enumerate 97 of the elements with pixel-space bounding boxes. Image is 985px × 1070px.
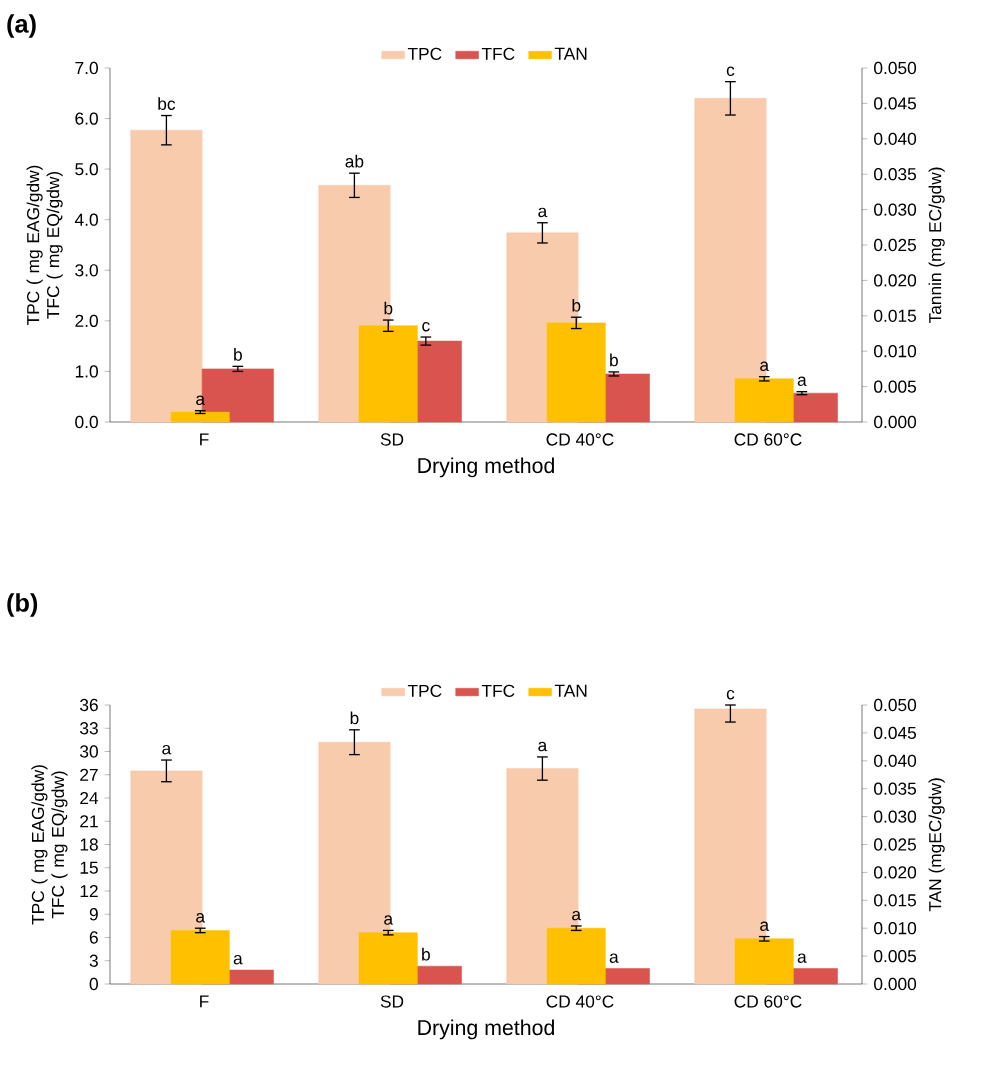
data-label: b — [422, 947, 430, 961]
y-tick-label: 36 — [80, 698, 98, 712]
data-label: a — [538, 741, 548, 752]
chart-title: (a) — [7, 14, 36, 38]
data-label: a — [162, 744, 172, 755]
data-label: a — [384, 915, 394, 925]
legend-label: TFC — [481, 684, 515, 697]
y-tick-label: 2.0 — [75, 314, 98, 327]
y2-tick-label: 0.020 — [874, 274, 917, 287]
y-tick-label: 0 — [89, 977, 98, 991]
y2-axis-title: Tannin (mg EC/gdw) — [928, 167, 945, 324]
y-tick-label: 18 — [80, 838, 98, 851]
y2-tick-label: 0.010 — [874, 922, 917, 935]
y2-tick-label: 0.010 — [874, 345, 917, 358]
bar — [170, 411, 230, 423]
y-tick-label: 3.0 — [75, 264, 98, 277]
data-label: a — [760, 921, 770, 931]
legend-label: TFC — [481, 47, 515, 60]
data-label: ab — [345, 154, 364, 168]
y-tick-label: 1.0 — [75, 365, 98, 378]
y2-tick-label: 0.020 — [874, 866, 917, 879]
y-tick-label: 33 — [80, 722, 98, 735]
x-tick-label: CD 40°C — [546, 433, 614, 446]
x-tick-label: SD — [380, 433, 404, 446]
y-tick-label: 5.0 — [75, 163, 98, 176]
y2-tick-label: 0.050 — [874, 698, 917, 712]
y2-tick-label: 0.000 — [874, 415, 917, 429]
y-tick-label: 30 — [80, 745, 98, 758]
y-tick-label: 3 — [89, 954, 98, 967]
y2-tick-label: 0.025 — [874, 238, 917, 252]
x-tick-label: CD 60°C — [734, 995, 802, 1008]
y2-tick-label: 0.045 — [874, 97, 917, 110]
y2-tick-label: 0.035 — [874, 782, 917, 795]
y-tick-label: 12 — [80, 884, 98, 898]
legend-label: TPC — [407, 684, 442, 697]
bar — [694, 98, 767, 423]
y-tick-label: 21 — [80, 815, 98, 828]
data-label: b — [384, 301, 393, 315]
y-axis-title: TPC ( mg EAG/gdw) TFC ( mg EQ/gdw) — [31, 765, 68, 925]
data-label: b — [234, 348, 242, 361]
y2-tick-label: 0.015 — [874, 309, 917, 322]
y-tick-label: 6 — [89, 931, 98, 944]
y2-tick-label: 0.030 — [874, 203, 917, 216]
y-tick-label: 24 — [80, 791, 99, 805]
y2-tick-label: 0.000 — [874, 977, 917, 991]
y-tick-label: 7.0 — [75, 61, 98, 75]
data-label: a — [233, 954, 243, 965]
legend-label: TAN — [554, 684, 587, 697]
y-axis-title: TPC ( mg EAG/gdw) TFC ( mg EQ/gdw) — [26, 165, 63, 326]
x-tick-label: F — [200, 433, 209, 446]
y-tick-label: 27 — [80, 768, 98, 781]
y2-tick-label: 0.040 — [874, 754, 917, 767]
y2-tick-label: 0.030 — [874, 810, 917, 823]
data-label: a — [196, 913, 206, 923]
bar — [170, 930, 230, 985]
data-label: a — [797, 953, 807, 963]
y2-tick-label: 0.045 — [874, 726, 917, 740]
y2-tick-label: 0.005 — [874, 949, 917, 963]
y-tick-label: 6.0 — [75, 112, 98, 125]
data-label: a — [797, 376, 807, 387]
data-label: b — [572, 298, 581, 312]
data-label: c — [422, 321, 430, 332]
data-label: a — [760, 361, 770, 372]
bar — [734, 938, 794, 985]
legend-label: TPC — [407, 47, 442, 60]
y-tick-label: 4.0 — [74, 213, 98, 226]
y-tick-label: 0.0 — [75, 415, 98, 429]
y-tick-label: 9 — [89, 908, 98, 921]
data-label: b — [610, 353, 618, 367]
y-tick-label: 15 — [80, 861, 98, 874]
chart-title: (b) — [7, 593, 38, 617]
y2-tick-label: 0.050 — [874, 61, 917, 75]
x-tick-label: CD 60°C — [734, 433, 802, 446]
y2-tick-label: 0.015 — [874, 894, 917, 907]
x-tick-label: SD — [380, 995, 404, 1008]
data-label: a — [609, 953, 619, 963]
bar — [130, 129, 203, 423]
data-label: a — [572, 910, 582, 921]
data-label: c — [726, 66, 735, 77]
y2-tick-label: 0.025 — [874, 838, 917, 851]
legend-label: TAN — [554, 47, 587, 60]
data-label: c — [726, 689, 735, 700]
y2-tick-label: 0.005 — [874, 380, 917, 393]
data-label: a — [196, 395, 206, 406]
x-axis-title: Drying method — [418, 1019, 554, 1040]
x-tick-label: F — [200, 995, 209, 1008]
y2-axis-title: TAN (mgEC/gdw) — [928, 778, 945, 912]
y2-tick-label: 0.040 — [874, 132, 917, 145]
y2-tick-label: 0.035 — [874, 168, 917, 181]
bar — [358, 932, 418, 985]
bar — [694, 708, 767, 985]
data-label: a — [538, 207, 548, 218]
data-label: b — [350, 711, 359, 725]
data-label: bc — [158, 97, 176, 110]
x-tick-label: CD 40°C — [546, 995, 614, 1008]
x-axis-title: Drying method — [418, 457, 554, 478]
bar — [546, 927, 606, 985]
